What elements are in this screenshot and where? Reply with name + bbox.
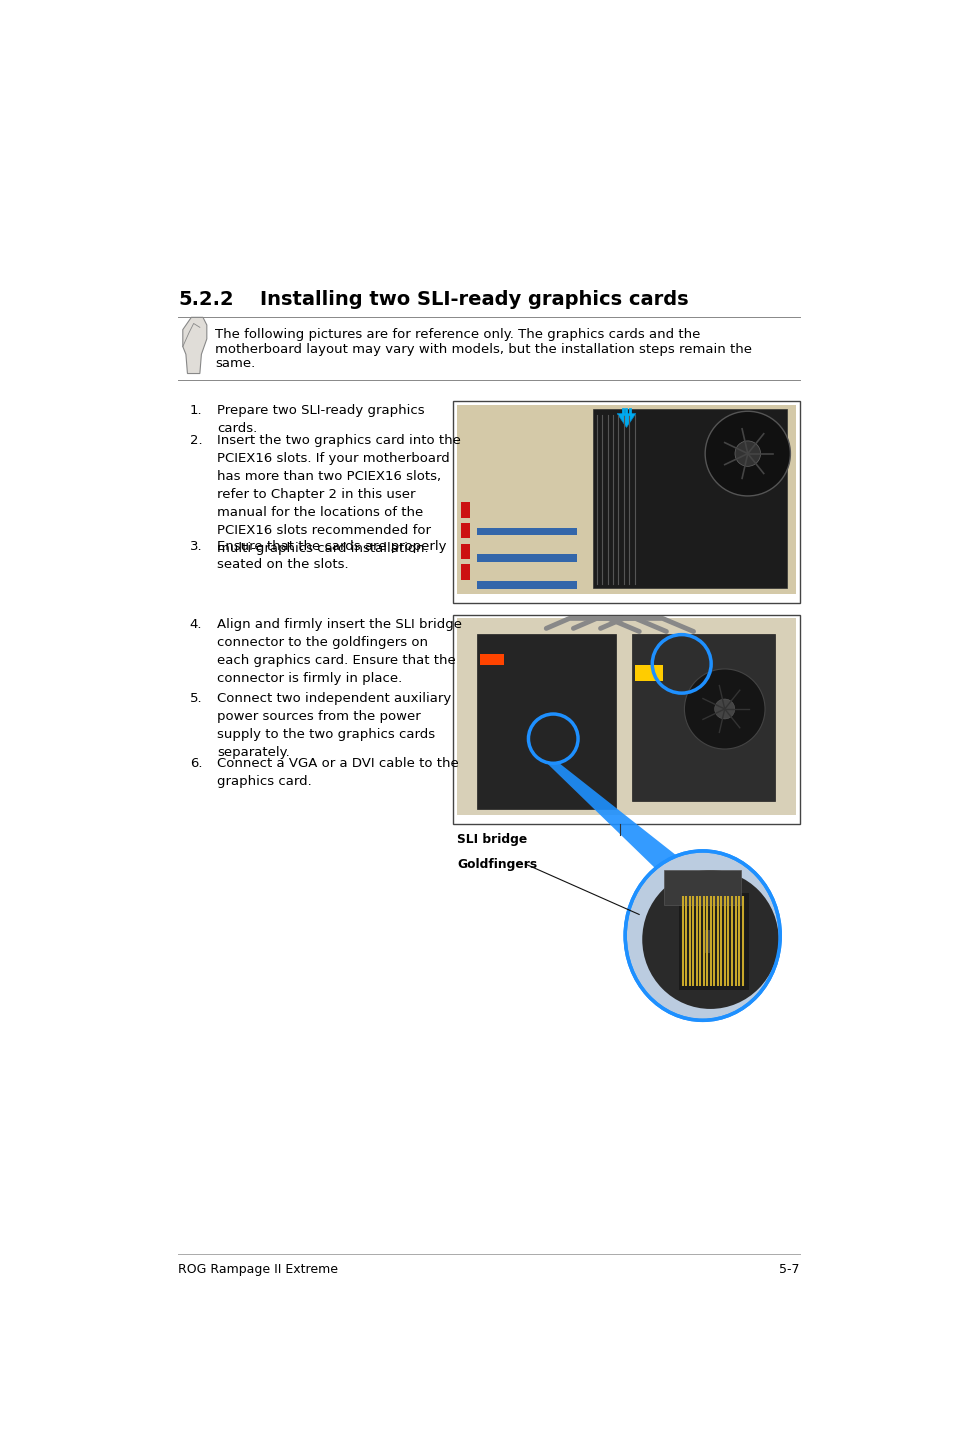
Bar [456,618,795,815]
Text: Insert the two graphics card into the
PCIEX16 slots. If your motherboard
has mor: Insert the two graphics card into the PC… [216,434,460,555]
Text: motherboard layout may vary with models, but the installation steps remain the: motherboard layout may vary with models,… [215,342,752,355]
Bar [476,634,616,808]
Text: SLI bridge: SLI bridge [456,833,527,846]
Text: The following pictures are for reference only. The graphics cards and the: The following pictures are for reference… [215,328,700,341]
Bar [456,406,795,594]
Polygon shape [546,764,723,893]
Bar [460,502,470,518]
Text: 5-7: 5-7 [779,1263,799,1276]
Text: Installing two SLI-ready graphics cards: Installing two SLI-ready graphics cards [259,289,687,309]
Bar [453,401,799,603]
Text: same.: same. [215,358,255,371]
Circle shape [734,441,760,466]
Circle shape [704,411,790,496]
Polygon shape [592,408,785,588]
Bar [460,523,470,538]
Text: 4.: 4. [190,618,202,631]
Polygon shape [183,318,207,374]
Text: Prepare two SLI-ready graphics
cards.: Prepare two SLI-ready graphics cards. [216,404,424,436]
Bar [460,544,470,559]
Text: Ensure that the cards are properly
seated on the slots.: Ensure that the cards are properly seate… [216,539,446,571]
Bar [460,565,470,580]
Bar [476,528,577,535]
Ellipse shape [624,851,780,1021]
Bar [703,930,712,953]
Text: Goldfingers: Goldfingers [456,858,537,871]
Text: 3.: 3. [190,539,202,552]
Text: 6.: 6. [190,756,202,769]
Circle shape [683,669,764,749]
Bar [476,581,577,590]
Text: 5.: 5. [190,692,202,705]
Bar [631,634,774,801]
Bar [476,555,577,562]
Polygon shape [617,414,635,427]
Text: ROG Rampage II Extreme: ROG Rampage II Extreme [178,1263,337,1276]
Bar [663,870,740,905]
Bar [679,893,748,989]
Text: Connect a VGA or a DVI cable to the
graphics card.: Connect a VGA or a DVI cable to the grap… [216,756,458,788]
Text: 2.: 2. [190,434,202,447]
Bar [480,654,503,666]
Text: Connect two independent auxiliary
power sources from the power
supply to the two: Connect two independent auxiliary power … [216,692,451,758]
Text: 5.2.2: 5.2.2 [178,289,233,309]
Bar [635,666,661,680]
Bar [453,614,799,824]
Ellipse shape [641,870,778,1009]
Text: 1.: 1. [190,404,202,417]
Circle shape [714,699,734,719]
Text: Align and firmly insert the SLI bridge
connector to the goldfingers on
each grap: Align and firmly insert the SLI bridge c… [216,618,461,686]
